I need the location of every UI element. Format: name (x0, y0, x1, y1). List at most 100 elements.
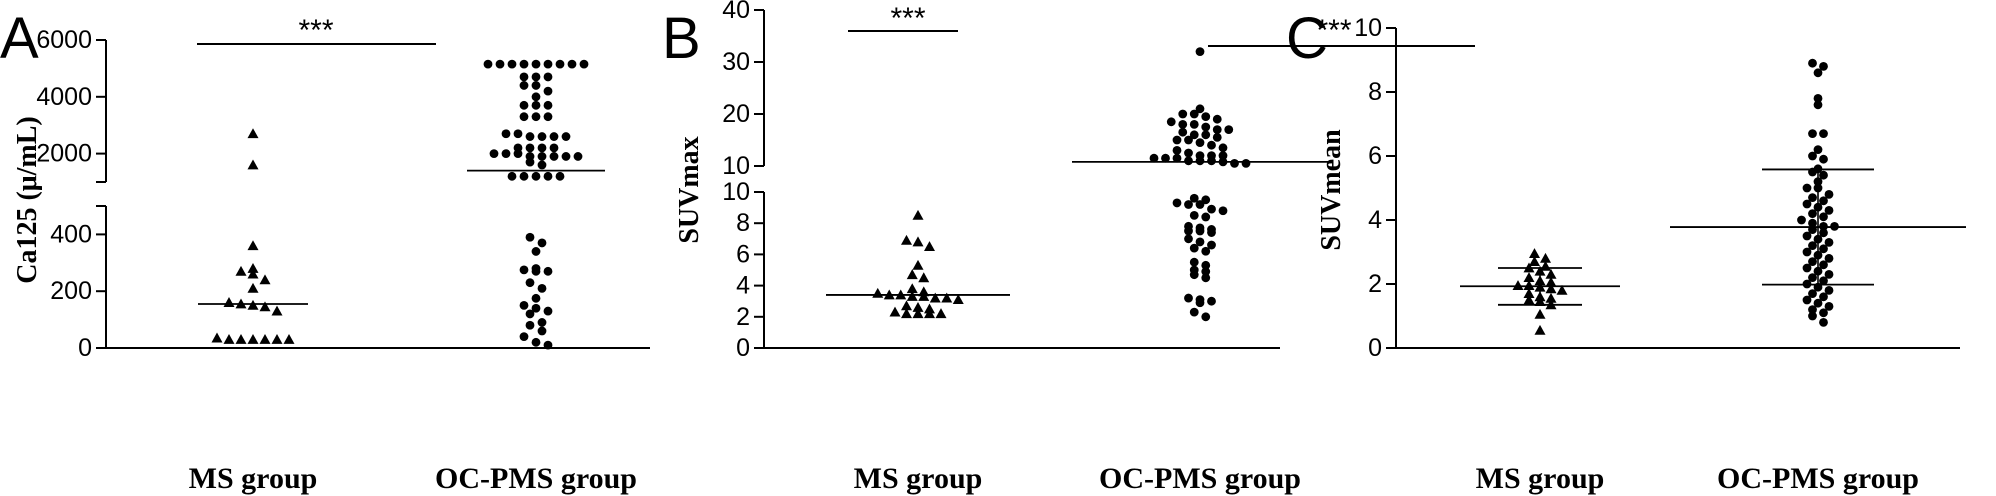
panel-a-ms-point (271, 333, 283, 344)
panel-b-significance-label: *** (890, 2, 925, 35)
panel-c-oc-point (1802, 247, 1812, 257)
panel-a-oc-point (507, 171, 517, 181)
panel-a-ms-point (283, 333, 295, 344)
panel-c-y-tick-label: 0 (1368, 334, 1382, 362)
panel-a-oc-point (543, 266, 553, 276)
panel-b-oc-point (1201, 273, 1211, 283)
panel-c-ms-point (1523, 280, 1535, 290)
panel-b-oc-point (1195, 104, 1205, 114)
panel-a-oc-point (525, 132, 535, 141)
panel-b-oc-point (1189, 120, 1199, 129)
panel-a-oc-point (531, 81, 541, 90)
panel-b-oc-point (1212, 125, 1222, 134)
panel-b-oc-point (1189, 270, 1199, 280)
panel-a-oc-point (519, 72, 529, 82)
panel-a-oc-point (519, 112, 529, 122)
panel-a-y-tick-label: 0 (78, 334, 92, 362)
plot-area: 0200400200040006000024681010203040024681… (36, 0, 1966, 362)
panel-b-oc-point (1195, 156, 1205, 166)
panel-b-oc-point (1207, 296, 1216, 306)
panel-c-oc-point (1824, 270, 1834, 279)
panel-c-oc-point (1819, 292, 1828, 302)
panel-a-ms-point (247, 240, 259, 251)
panel-b-ms-point (872, 287, 884, 298)
panel-a-oc-point (525, 157, 535, 167)
panel-c-ms-point (1512, 280, 1524, 290)
panel-b-ms-point (901, 308, 912, 319)
panel-a-y-tick-label: 400 (50, 220, 92, 248)
panel-b-ms-point (889, 306, 901, 317)
panel-b-oc-point (1218, 143, 1228, 153)
panel-c-oc-point (1808, 305, 1817, 314)
panel-b-oc-point (1207, 204, 1216, 214)
panel-b-ms-point (906, 283, 918, 294)
panel-a-ylabel: Ca125 (μ/mL) (12, 116, 43, 284)
panel-b-oc-point (1207, 240, 1216, 250)
panel-a-oc-point (489, 149, 499, 159)
panel-b-y-tick-label: 8 (736, 209, 750, 237)
panel-c-oc-point (1824, 254, 1834, 263)
panel-a-oc-point (549, 143, 559, 153)
panel-a-oc-point (495, 59, 505, 69)
panel-c-ms-point (1534, 308, 1546, 319)
panel-a-oc-point (501, 129, 511, 139)
panel-a-ms-point (247, 282, 259, 293)
panel-b-ylabel: SUVmax (674, 136, 705, 243)
panel-b-oc-point (1189, 193, 1199, 203)
panel-a-ms-point (211, 332, 223, 343)
panel-c-oc-point (1824, 206, 1834, 215)
panel-b-oc-point (1201, 260, 1211, 270)
panel-b-oc-point (1201, 312, 1211, 322)
panel-b-oc-point (1207, 156, 1216, 166)
panel-c-oc-point (1808, 129, 1817, 139)
panel-b-ms-point (901, 234, 912, 245)
panel-a-oc-point (519, 100, 529, 110)
panel-b-oc-point (1212, 114, 1222, 124)
panel-c-ms-point (1523, 272, 1535, 282)
panel-c-oc-point (1819, 62, 1828, 71)
panel-b-ms-point (918, 291, 930, 301)
panel-c-oc-point (1808, 289, 1817, 298)
panel-c-y-tick-label: 8 (1368, 78, 1382, 106)
panel-c-category-ms: MS group (1476, 462, 1605, 495)
panel-a-ms-point (259, 301, 271, 312)
panel-c-oc-point (1824, 190, 1834, 199)
panel-b-y-tick-label: 40 (722, 0, 750, 24)
panel-c-oc-point (1802, 295, 1812, 305)
panel-a-ms-point (247, 128, 259, 139)
panel-a-category-oc: OC-PMS group (435, 462, 637, 495)
panel-a-oc-point (543, 100, 553, 110)
panel-b-oc-point (1207, 228, 1216, 237)
panel-b-ms-point (924, 308, 935, 319)
panel-b-category-ms: MS group (854, 462, 983, 495)
panel-a-oc-point (579, 59, 589, 69)
panel-b-oc-point (1195, 47, 1205, 56)
panel-c-oc-point (1819, 170, 1828, 180)
panel-a-ms-point (223, 297, 235, 307)
panel-b-ms-point (906, 291, 918, 301)
panel-a-oc-point (531, 247, 541, 256)
panel-b-oc-point (1172, 146, 1182, 155)
panel-a-category-ms: MS group (189, 462, 318, 495)
panel-a-oc-point (531, 337, 541, 347)
panel-c-oc-point (1813, 94, 1823, 103)
panel-b-oc-point (1201, 246, 1211, 256)
panel-a-oc-point (549, 152, 559, 161)
panel-a-oc-point (567, 59, 577, 69)
panel-a-ms-point (247, 333, 259, 344)
panel-a-oc-point (531, 266, 541, 276)
panel-c-oc-point (1808, 311, 1817, 321)
panel-c-ms-point (1545, 268, 1557, 279)
panel-a-oc-point (513, 149, 523, 159)
panel-b-oc-point (1195, 138, 1205, 148)
panel-c-oc-point (1802, 183, 1812, 193)
panel-c-ms-point (1534, 324, 1546, 335)
panel-c-oc-point (1819, 196, 1828, 206)
panel-c-oc-point (1802, 263, 1812, 273)
panel-a-oc-point (537, 238, 547, 248)
panel-a-oc-point (525, 309, 535, 319)
panel-c-oc-point (1824, 286, 1834, 295)
panel-b-oc-point (1184, 200, 1193, 209)
panel-b-y-tick-label: 20 (722, 100, 750, 128)
